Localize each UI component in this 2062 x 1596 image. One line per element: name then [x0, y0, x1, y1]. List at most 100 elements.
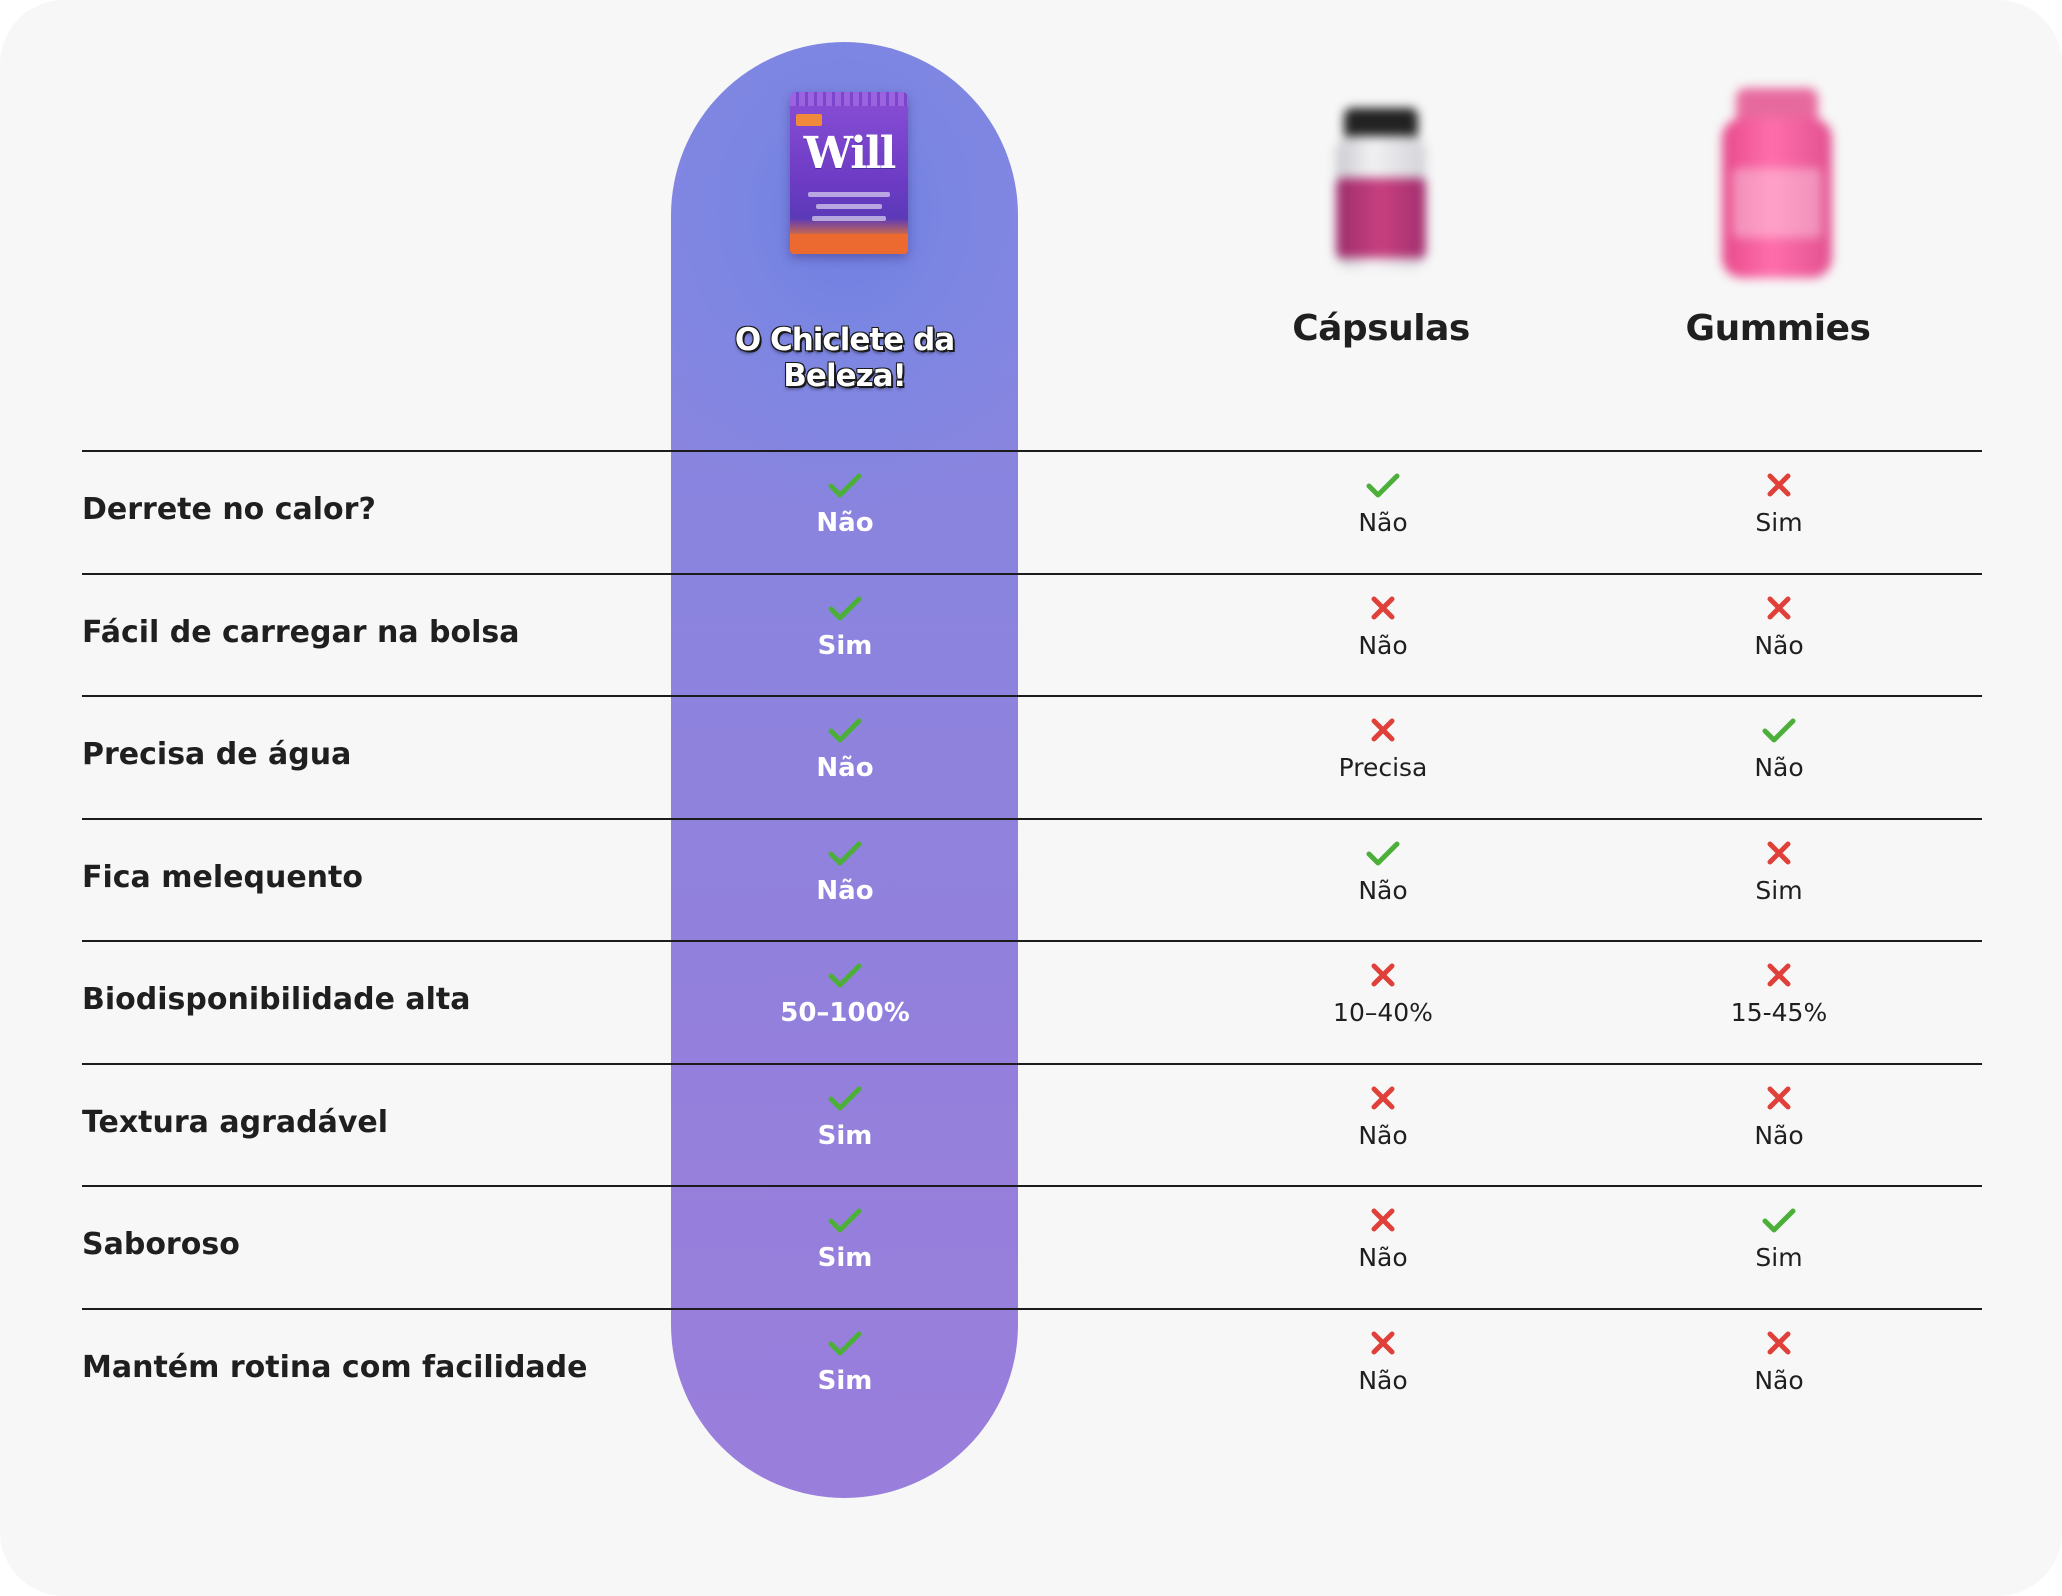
- gummies-cell: 15-45%: [1629, 962, 1929, 1027]
- gummies-cell: Não: [1629, 595, 1929, 660]
- will-gum-pouch-image: Will: [790, 92, 908, 254]
- row-divider: [82, 695, 1982, 697]
- capsulas-value: Não: [1358, 508, 1408, 537]
- capsulas-cell: 10–40%: [1233, 962, 1533, 1027]
- cross-icon: [1233, 1330, 1533, 1366]
- row-divider: [82, 1307, 1982, 1310]
- check-icon: [695, 840, 995, 876]
- capsulas-value: Não: [1358, 630, 1408, 660]
- product-cell: Sim: [695, 595, 995, 661]
- gummies-value: Não: [1754, 1365, 1804, 1395]
- gummies-value: Sim: [1755, 508, 1803, 537]
- capsulas-cell: Não: [1233, 1207, 1533, 1272]
- cross-icon: [1629, 840, 1929, 876]
- gummies-cell: Não: [1629, 1330, 1929, 1395]
- row-label: Biodisponibilidade alta: [82, 982, 471, 1017]
- check-icon: [1233, 840, 1533, 876]
- check-icon: [695, 1330, 995, 1366]
- bottle-lid: [1344, 108, 1418, 138]
- row-label: Fácil de carregar na bolsa: [82, 614, 520, 650]
- capsulas-value: Não: [1358, 875, 1408, 905]
- gummies-cell: Não: [1629, 1085, 1929, 1150]
- capsulas-column-title: Cápsulas: [1292, 308, 1470, 349]
- check-icon: [1629, 1207, 1929, 1243]
- row-divider: [82, 572, 1982, 575]
- cross-icon: [1629, 962, 1929, 998]
- capsulas-cell: Não: [1233, 472, 1533, 537]
- row-label: Fica melequento: [82, 859, 363, 895]
- product-value: Não: [816, 753, 874, 783]
- cross-icon: [1629, 472, 1929, 508]
- cross-icon: [1629, 1085, 1929, 1121]
- bottle-body: [1722, 118, 1832, 278]
- cross-icon: [1233, 595, 1533, 631]
- capsulas-cell: Não: [1233, 595, 1533, 660]
- cross-icon: [1629, 1330, 1929, 1366]
- product-cell: Sim: [695, 1085, 995, 1151]
- check-icon: [1629, 717, 1929, 753]
- row-label: Mantém rotina com facilidade: [82, 1349, 588, 1385]
- capsulas-cell: Precisa: [1233, 717, 1533, 782]
- capsulas-cell: Não: [1233, 840, 1533, 905]
- row-divider: [82, 940, 1982, 942]
- cross-icon: [1629, 595, 1929, 631]
- product-value: Sim: [817, 1243, 873, 1273]
- capsulas-value: Não: [1358, 1243, 1408, 1272]
- cross-icon: [1233, 1207, 1533, 1243]
- product-value: Sim: [817, 1120, 873, 1151]
- capsulas-cell: Não: [1233, 1330, 1533, 1395]
- cross-icon: [1233, 1085, 1533, 1121]
- product-cell: 50–100%: [695, 962, 995, 1028]
- cross-icon: [1233, 717, 1533, 753]
- row-label: Precisa de água: [82, 737, 352, 772]
- gummies-value: Sim: [1755, 875, 1803, 905]
- product-value: Sim: [817, 1365, 873, 1396]
- pouch-label-line: [816, 204, 882, 209]
- check-icon: [695, 472, 995, 508]
- cross-icon: [1233, 962, 1533, 998]
- row-divider: [82, 1062, 1982, 1065]
- check-icon: [695, 595, 995, 631]
- gummies-value: Sim: [1755, 1243, 1803, 1272]
- check-icon: [695, 717, 995, 753]
- product-value: Sim: [817, 630, 873, 661]
- capsulas-value: Não: [1358, 1120, 1408, 1150]
- pouch-band: [790, 234, 908, 254]
- pouch-label-line: [812, 216, 886, 221]
- product-cell: Não: [695, 472, 995, 538]
- check-icon: [695, 962, 995, 998]
- gummies-value: Não: [1754, 753, 1804, 782]
- row-label: Textura agradável: [82, 1104, 389, 1140]
- capsulas-value: 10–40%: [1333, 998, 1433, 1027]
- capsulas-value: Não: [1358, 1365, 1408, 1395]
- product-highlight-column: [671, 42, 1018, 1498]
- product-cell: Não: [695, 840, 995, 906]
- product-value: Não: [816, 875, 874, 906]
- product-cell: Sim: [695, 1330, 995, 1396]
- gummies-cell: Sim: [1629, 472, 1929, 537]
- capsule-bottle-image: [1336, 108, 1426, 268]
- check-icon: [1233, 472, 1533, 508]
- gummies-value: Não: [1754, 630, 1804, 660]
- row-divider: [82, 1185, 1982, 1187]
- product-value: Não: [816, 508, 874, 538]
- check-icon: [695, 1085, 995, 1121]
- gummies-bottle-image: [1722, 88, 1832, 278]
- product-value: 50–100%: [780, 998, 910, 1028]
- check-icon: [695, 1207, 995, 1243]
- bottle-lid: [1736, 88, 1818, 122]
- gummies-cell: Sim: [1629, 840, 1929, 905]
- product-cell: Sim: [695, 1207, 995, 1273]
- row-label: Saboroso: [82, 1227, 240, 1262]
- pouch-zip: [790, 92, 908, 106]
- gummies-value: 15-45%: [1730, 998, 1828, 1027]
- capsulas-cell: Não: [1233, 1085, 1533, 1150]
- capsulas-value: Precisa: [1338, 753, 1428, 782]
- gummies-value: Não: [1754, 1120, 1804, 1150]
- gummies-cell: Não: [1629, 717, 1929, 782]
- row-label: Derrete no calor?: [82, 492, 376, 527]
- pouch-tag: [796, 114, 822, 126]
- pouch-brand-logo: Will: [803, 128, 897, 179]
- bottle-label: [1732, 168, 1822, 238]
